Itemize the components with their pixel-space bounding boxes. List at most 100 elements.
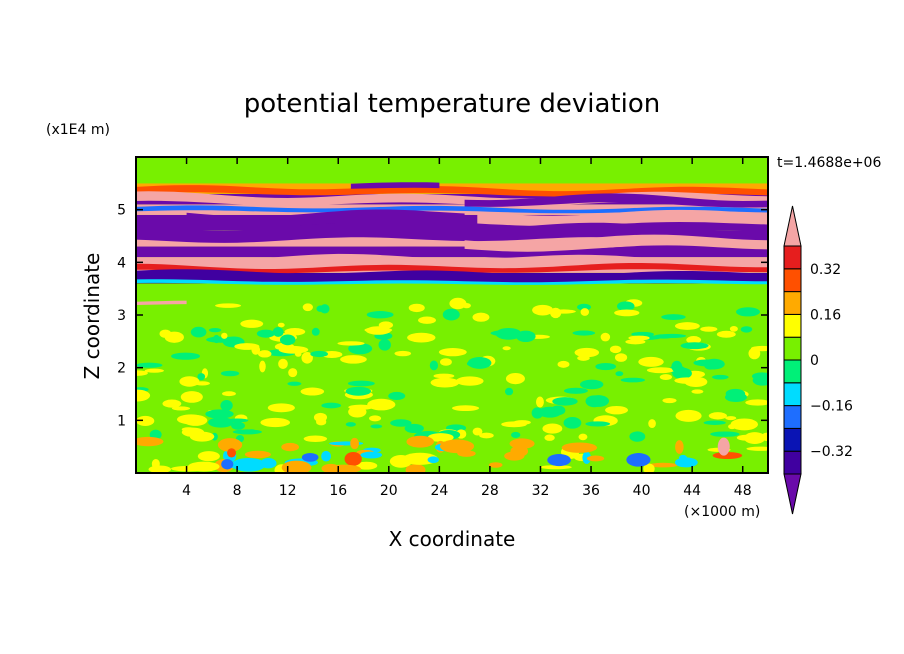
x-axis: 4 8 12 16 20 24 28 32 36 40 44 48: [182, 157, 752, 499]
field-cell: [586, 455, 605, 462]
field-cell: [495, 327, 522, 340]
field-cell: [190, 326, 207, 338]
field-cell: [704, 360, 717, 370]
field-cell: [686, 336, 702, 344]
field-cell: [246, 429, 257, 435]
field-cell: [390, 419, 412, 427]
field-cell: [277, 322, 285, 328]
field-cell: [440, 358, 452, 366]
field-cell: [188, 461, 220, 472]
field-cell: [302, 303, 313, 312]
y-axis: 1 2 3 4 5: [117, 203, 768, 429]
field-cell: [729, 326, 738, 332]
field-cell: [360, 451, 383, 459]
colorbar-label: 0.32: [810, 262, 841, 278]
field-cell: [703, 420, 726, 425]
field-cell: [675, 440, 684, 454]
field-cell: [574, 347, 600, 358]
field-cell: [748, 347, 761, 360]
field-cell: [515, 330, 536, 343]
field-cell: [585, 421, 611, 427]
layer-pink: [477, 209, 768, 227]
field-cell: [572, 330, 596, 336]
field-cell: [452, 405, 480, 412]
field-cell: [301, 453, 319, 462]
field-cell: [740, 326, 753, 333]
field-cell: [646, 367, 675, 374]
field-cell: [220, 399, 233, 412]
field-cell: [708, 412, 727, 420]
field-cell: [531, 407, 544, 419]
field-cell: [260, 417, 291, 428]
field-cell: [179, 376, 200, 387]
field-cell: [730, 418, 759, 431]
colorbar-box: [783, 427, 802, 452]
field-cell: [244, 450, 271, 459]
field-cell: [462, 302, 471, 309]
field-cell: [162, 399, 182, 408]
field-cell: [626, 453, 651, 467]
field-cell: [746, 446, 768, 451]
x-tick-label: 48: [734, 483, 752, 499]
x-tick-label: 4: [182, 483, 191, 499]
contour-field: [136, 157, 768, 473]
field-cell: [563, 387, 588, 394]
field-cell: [430, 377, 460, 388]
x-tick-label: 20: [380, 483, 398, 499]
colorbar-label: −0.16: [810, 399, 853, 415]
field-cell: [712, 452, 743, 460]
field-cell: [345, 422, 356, 427]
x-tick-label: 24: [430, 483, 448, 499]
field-cell: [394, 350, 412, 357]
field-cell: [136, 370, 148, 376]
field-cell: [136, 389, 151, 402]
field-cell: [206, 336, 236, 343]
field-band: [136, 272, 768, 284]
x-axis-title: X coordinate: [389, 527, 516, 551]
field-cell: [171, 406, 191, 411]
field-cell: [222, 391, 236, 397]
field-cell: [369, 415, 382, 422]
field-cell: [278, 358, 288, 369]
field-cell: [609, 345, 622, 354]
colorbar-box: [783, 359, 802, 384]
layer-purple: [464, 193, 768, 208]
y-tick-label: 2: [117, 361, 126, 377]
field-cell: [205, 409, 234, 419]
field-cell: [716, 330, 736, 338]
field-cell: [313, 412, 328, 422]
layer-purple: [350, 182, 440, 189]
field-cell: [388, 391, 406, 401]
field-cell: [438, 348, 467, 357]
field-cell: [284, 328, 306, 336]
colorbar-box: [783, 313, 802, 338]
field-cell: [509, 438, 535, 449]
field-cell: [582, 451, 591, 464]
layer-purple: [136, 222, 768, 243]
field-cell: [287, 381, 302, 386]
field-cell: [433, 373, 455, 379]
layer-pink: [136, 253, 768, 270]
field-cell: [281, 460, 312, 473]
field-cell: [144, 368, 164, 373]
field-cell: [429, 360, 439, 371]
field-cell: [532, 304, 554, 316]
layer-blue: [136, 205, 768, 214]
y-tick-label: 4: [117, 255, 126, 271]
field-cell: [736, 307, 760, 317]
field-cell: [547, 454, 571, 467]
field-cell: [674, 322, 700, 330]
field-cell: [404, 423, 424, 434]
field-cell: [288, 368, 298, 378]
field-cell: [557, 360, 570, 368]
field-cell: [364, 327, 393, 333]
field-cell: [220, 370, 240, 377]
field-cell: [227, 448, 237, 458]
field-cell: [628, 335, 650, 341]
field-cell: [221, 332, 228, 339]
field-cell: [183, 414, 208, 426]
field-cell: [638, 356, 664, 367]
field-cell: [366, 311, 394, 319]
field-cell: [539, 465, 572, 470]
field-cell: [502, 346, 511, 351]
